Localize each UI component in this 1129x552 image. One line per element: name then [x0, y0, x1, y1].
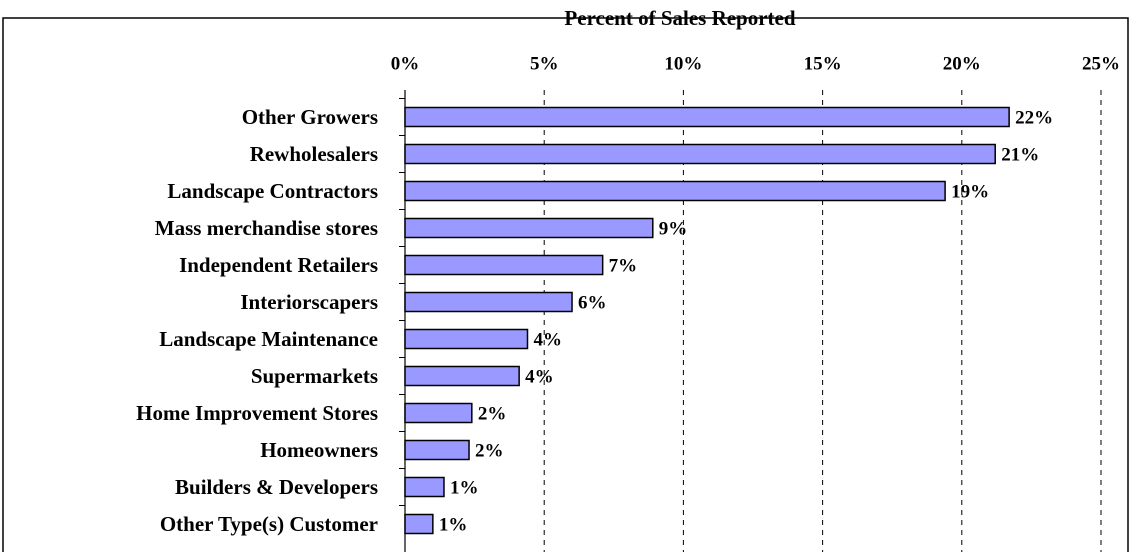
value-label: 4% — [533, 329, 562, 350]
bar — [404, 180, 946, 202]
x-tick-label: 5% — [530, 53, 559, 74]
value-label: 1% — [439, 514, 468, 535]
bar — [404, 106, 1010, 128]
y-tick-label: Supermarkets — [251, 364, 378, 388]
value-label: 19% — [951, 181, 989, 202]
value-label: 2% — [475, 440, 504, 461]
bar — [404, 402, 473, 424]
value-label: 7% — [609, 255, 638, 276]
value-label: 6% — [578, 292, 607, 313]
y-tick-label: Home Improvement Stores — [136, 401, 378, 425]
y-tick-label: Other Growers — [242, 105, 378, 129]
chart-frame — [2, 17, 1129, 552]
value-label: 1% — [450, 477, 479, 498]
y-tick-label: Mass merchandise stores — [155, 216, 378, 240]
bar — [404, 365, 520, 387]
y-tick-label: Rewholesalers — [250, 142, 378, 166]
y-tick-label: Landscape Maintenance — [159, 327, 378, 351]
value-label: 21% — [1001, 144, 1039, 165]
x-tick-label: 25% — [1082, 53, 1120, 74]
x-tick-label: 10% — [664, 53, 702, 74]
x-tick-label: 0% — [391, 53, 420, 74]
bar — [404, 143, 996, 165]
value-label: 4% — [525, 366, 554, 387]
axis-title: Percent of Sales Reported — [564, 6, 795, 30]
y-tick-label: Builders & Developers — [175, 475, 378, 499]
y-tick-label: Interiorscapers — [240, 290, 378, 314]
value-label: 9% — [659, 218, 688, 239]
value-label: 22% — [1015, 107, 1053, 128]
x-tick-label: 20% — [943, 53, 981, 74]
bar — [404, 291, 573, 313]
y-tick-label: Homeowners — [260, 438, 378, 462]
value-label: 2% — [478, 403, 507, 424]
x-tick-label: 15% — [804, 53, 842, 74]
y-tick-label: Independent Retailers — [179, 253, 378, 277]
y-tick-label: Other Type(s) Customer — [160, 512, 378, 536]
bar — [404, 254, 604, 276]
bar — [404, 217, 654, 239]
bar — [404, 513, 434, 535]
bar — [404, 476, 445, 498]
bar — [404, 328, 529, 350]
bar — [404, 439, 470, 461]
y-tick-label: Landscape Contractors — [167, 179, 378, 203]
